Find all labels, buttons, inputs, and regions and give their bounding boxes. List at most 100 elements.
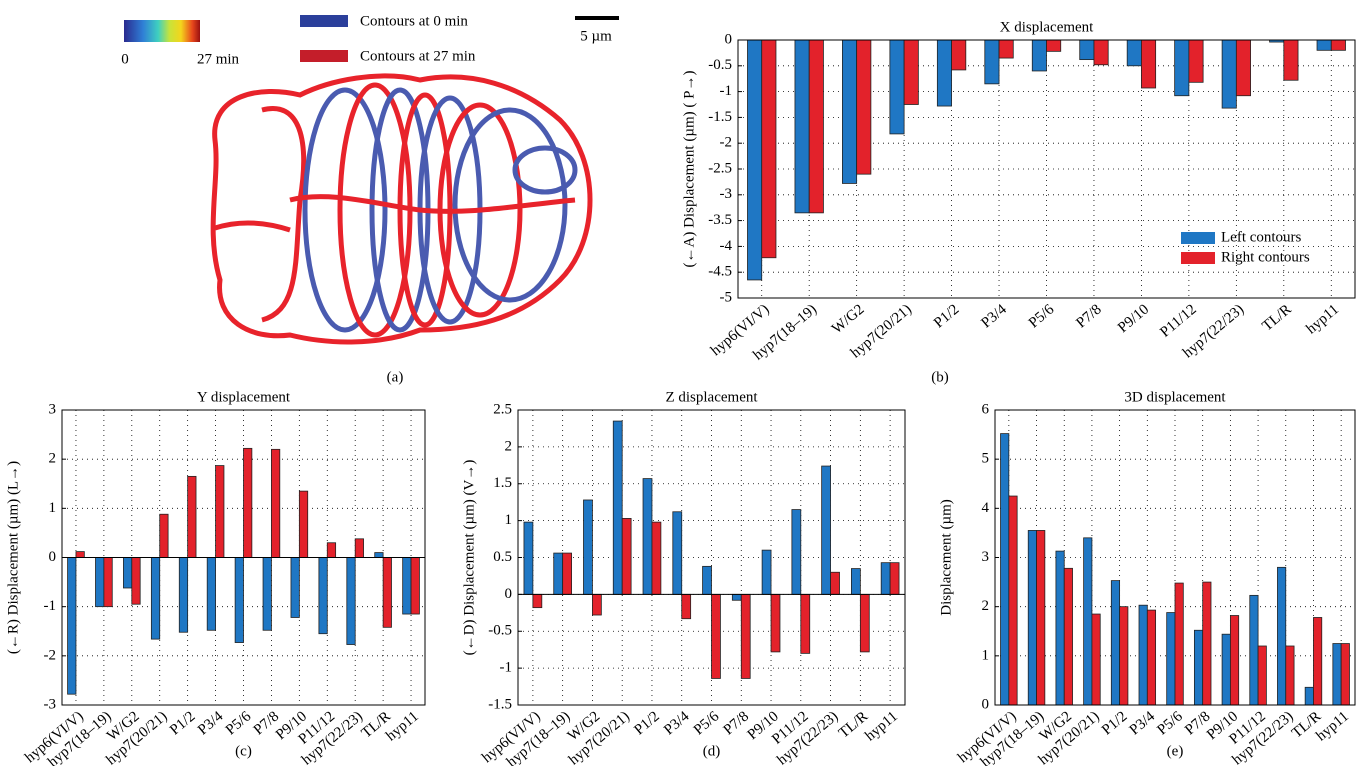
chart: X displacement(←A) Displacement (µm) ( P… [681,19,1355,385]
bar [747,40,761,280]
x-tick-label: hyp11 [1303,301,1342,337]
bar [1305,687,1313,705]
colorbar [124,20,200,42]
bar [1120,607,1128,705]
x-tick-label: TL/R [1259,301,1294,334]
y-tick-label: 2 [49,451,57,467]
panel-label: (c) [235,743,252,759]
legend-swatch [1181,232,1215,244]
bar [1331,40,1345,50]
bar [263,558,271,631]
bar [76,552,84,558]
bar [1127,40,1141,66]
x-tick-label: P1/2 [631,708,662,738]
bar [881,563,890,595]
bar [1167,613,1175,705]
bar [822,466,831,594]
legend-label: Right contours [1221,249,1310,265]
bar [643,479,652,595]
x-tick-label: P5/6 [691,708,723,738]
x-tick-label: hyp11 [862,708,901,744]
bar [712,594,721,678]
legend-swatch [300,15,348,27]
y-tick-label: -4 [720,238,733,254]
bar [831,572,840,594]
chart-title: 3D displacement [1124,389,1226,405]
legend-label: Contours at 27 min [360,48,476,64]
legend-swatch [1181,252,1215,264]
y-axis-label: (←R) Displacement (µm) (L→) [5,461,21,654]
bar [795,40,809,213]
bar [216,466,224,558]
y-tick-label: -3 [44,696,57,712]
figure: 0 27 min Contours at 0 min Contours at 2… [0,0,1371,766]
y-tick-label: 1 [505,512,513,528]
bar [1147,610,1155,705]
bar [762,550,771,594]
bar [68,558,76,695]
x-tick-label: P3/4 [978,301,1010,331]
x-tick-label: P5/6 [1026,301,1058,331]
y-tick-label: -0.5 [488,623,512,639]
x-tick-label: hyp11 [1313,708,1352,744]
bar [842,40,856,183]
bar [554,553,563,594]
bar [524,522,533,594]
bar [1009,496,1017,705]
bar [771,594,780,652]
bar [1250,595,1258,705]
bar [1203,582,1211,705]
bar [533,594,542,607]
bar [188,476,196,557]
y-tick-label: -3 [720,186,733,202]
x-tick-label: P5/6 [223,708,255,738]
y-tick-label: 0.5 [493,549,512,565]
x-tick-label: P1/2 [167,708,198,738]
contours [213,76,590,342]
bar [1258,646,1266,705]
bar [235,558,243,643]
bar [952,40,966,70]
y-tick-label: 3 [49,401,57,417]
bar [1111,581,1119,705]
y-tick-label: 0 [505,586,513,602]
bar [762,40,776,258]
bar [1175,583,1183,705]
bar [411,558,419,615]
bar [1141,40,1155,88]
bar [375,553,383,558]
bar [583,500,592,594]
bar [1001,434,1009,705]
x-tick-label: P3/4 [661,708,693,738]
bar [703,566,712,594]
y-tick-label: 0 [982,696,990,712]
x-tick-label: P1/2 [931,301,962,331]
bar [319,558,327,634]
bar [1277,567,1285,705]
y-axis-label: (←A) Displacement (µm) ( P→) [681,71,697,268]
bar [347,558,355,645]
bar [132,558,140,605]
y-tick-label: 1 [49,500,57,516]
bar [355,539,363,558]
y-tick-label: 0 [49,549,57,565]
bar [1317,40,1331,50]
bar [937,40,951,106]
y-tick-label: -2 [720,135,733,151]
bar [792,510,801,595]
y-tick-label: -4.5 [708,264,732,280]
x-tick-label: P7/8 [1073,301,1104,331]
bar [207,558,215,631]
bar [1037,530,1045,705]
y-axis-label: Displacement (µm) [938,499,954,616]
bar [682,594,691,618]
bar [244,448,252,557]
bar [1284,40,1298,80]
bar [1286,646,1294,705]
bar [1222,634,1230,705]
bar [999,40,1013,58]
y-tick-label: -0.5 [708,57,732,73]
bar [1175,40,1189,96]
x-tick-label: P11/12 [1157,301,1199,340]
